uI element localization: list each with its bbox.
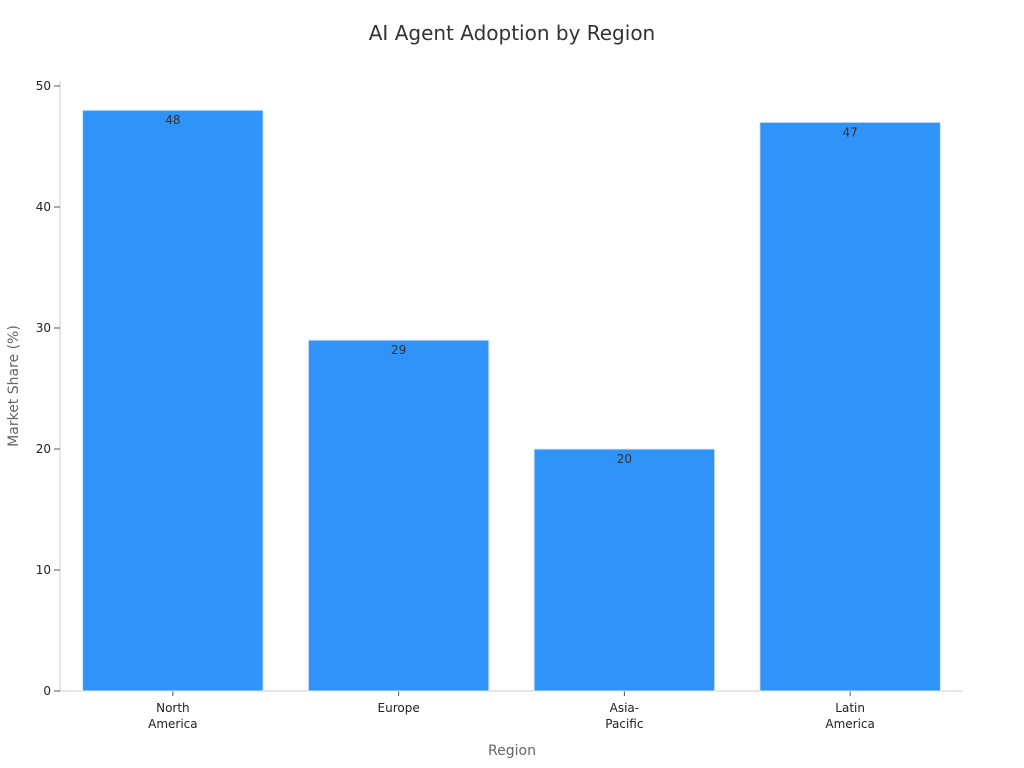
y-tick-label: 20 (36, 442, 51, 456)
x-tick-label-line: North (156, 701, 190, 715)
x-tick-label-line: Latin (835, 701, 865, 715)
data-labels: 48 29 20 47 (165, 113, 858, 466)
x-axis-title: Region (488, 743, 536, 759)
bar (82, 109, 264, 692)
y-tick-label: 0 (43, 684, 51, 698)
bar-value-label: 47 (842, 125, 857, 139)
y-tick-label: 40 (36, 200, 51, 214)
x-tick-label-line: Pacific (605, 717, 643, 731)
x-tick-label: Europe (378, 701, 420, 715)
y-tick-label: 50 (36, 79, 51, 93)
x-tick-label-line: Asia- (610, 701, 639, 715)
chart-title: AI Agent Adoption by Region (369, 21, 655, 45)
x-tick-label: Latin America (825, 701, 875, 731)
bar (759, 121, 941, 692)
bars (82, 109, 941, 692)
bar (533, 448, 716, 692)
y-axis-title: Market Share (%) (6, 325, 22, 447)
bar-value-label: 29 (391, 343, 406, 357)
x-tick-label-line: America (148, 717, 198, 731)
bar-value-label: 20 (617, 452, 632, 466)
x-tick-label: Asia- Pacific (605, 701, 643, 731)
y-tick-label: 30 (36, 321, 51, 335)
y-axis: 0 10 20 30 40 50 (36, 79, 61, 698)
y-tick-label: 10 (36, 563, 51, 577)
x-tick-label-line: Europe (378, 701, 420, 715)
x-tick-label-line: America (825, 717, 875, 731)
bar (307, 339, 490, 692)
x-tick-label: North America (148, 701, 198, 731)
x-axis: North America Europe Asia- Pacific Latin Ameri… (60, 690, 963, 731)
bar-value-label: 48 (165, 113, 180, 127)
